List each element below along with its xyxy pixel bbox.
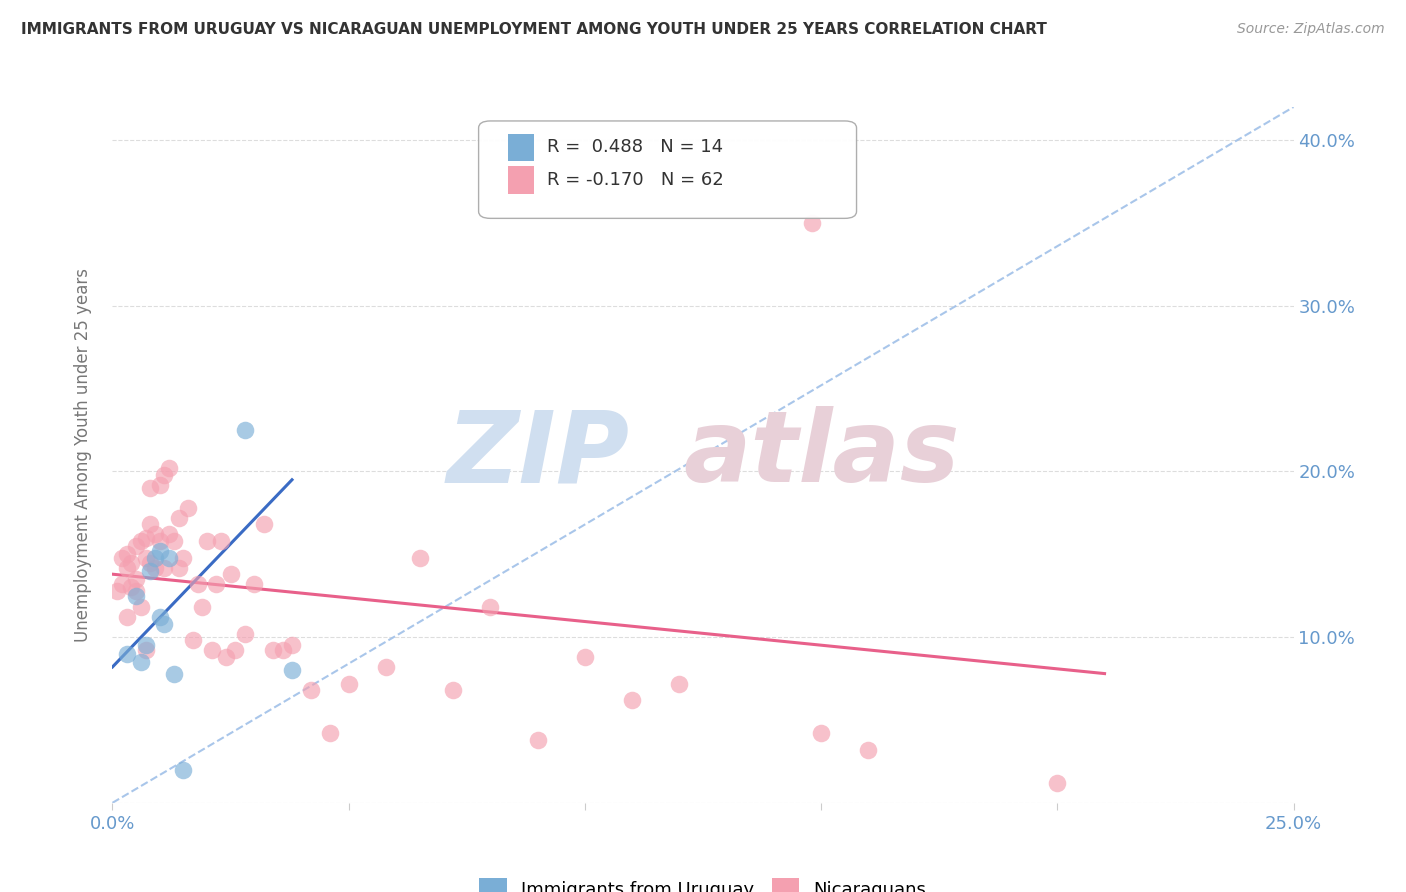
Point	[479, 600, 502, 615]
Point	[526, 732, 548, 747]
Point	[163, 666, 186, 681]
Legend: Immigrants from Uruguay, Nicaraguans: Immigrants from Uruguay, Nicaraguans	[472, 871, 934, 892]
Point	[253, 517, 276, 532]
Point	[135, 643, 157, 657]
Text: ZIP: ZIP	[446, 407, 628, 503]
Point	[125, 539, 148, 553]
Point	[219, 567, 242, 582]
Point	[153, 560, 176, 574]
Point	[281, 663, 304, 677]
Point	[111, 550, 134, 565]
Point	[224, 643, 246, 657]
Point	[243, 577, 266, 591]
Point	[129, 600, 152, 615]
Point	[810, 726, 832, 740]
Point	[186, 577, 208, 591]
Point	[120, 556, 142, 570]
Point	[233, 627, 256, 641]
Point	[177, 500, 200, 515]
FancyBboxPatch shape	[508, 134, 534, 161]
Point	[201, 643, 224, 657]
Text: R = -0.170   N = 62: R = -0.170 N = 62	[547, 171, 724, 189]
Point	[115, 610, 138, 624]
Point	[143, 550, 166, 565]
Point	[139, 556, 162, 570]
FancyBboxPatch shape	[478, 121, 856, 219]
Point	[167, 560, 190, 574]
Point	[319, 726, 342, 740]
Point	[149, 534, 172, 549]
Point	[621, 693, 644, 707]
Point	[157, 550, 180, 565]
Text: Source: ZipAtlas.com: Source: ZipAtlas.com	[1237, 22, 1385, 37]
Point	[135, 639, 157, 653]
Point	[153, 616, 176, 631]
Point	[139, 481, 162, 495]
FancyBboxPatch shape	[508, 167, 534, 194]
Point	[262, 643, 284, 657]
Point	[800, 216, 823, 230]
Point	[143, 527, 166, 541]
Point	[129, 655, 152, 669]
Point	[153, 467, 176, 482]
Point	[120, 581, 142, 595]
Point	[115, 560, 138, 574]
Point	[271, 643, 294, 657]
Point	[281, 639, 304, 653]
Point	[205, 577, 228, 591]
Point	[408, 550, 430, 565]
Point	[209, 534, 232, 549]
Point	[105, 583, 128, 598]
Point	[125, 572, 148, 586]
Text: R =  0.488   N = 14: R = 0.488 N = 14	[547, 138, 723, 156]
Point	[181, 633, 204, 648]
Point	[129, 534, 152, 549]
Point	[139, 564, 162, 578]
Point	[668, 676, 690, 690]
Point	[139, 517, 162, 532]
Text: atlas: atlas	[683, 407, 959, 503]
Point	[191, 600, 214, 615]
Y-axis label: Unemployment Among Youth under 25 years: Unemployment Among Youth under 25 years	[73, 268, 91, 642]
Point	[149, 544, 172, 558]
Point	[149, 477, 172, 491]
Point	[115, 647, 138, 661]
Point	[215, 650, 238, 665]
Point	[111, 577, 134, 591]
Point	[157, 461, 180, 475]
Point	[167, 511, 190, 525]
Point	[441, 683, 464, 698]
Point	[375, 660, 398, 674]
Point	[157, 527, 180, 541]
Point	[163, 534, 186, 549]
Point	[135, 531, 157, 545]
Point	[337, 676, 360, 690]
Point	[172, 550, 194, 565]
Point	[172, 763, 194, 777]
Text: IMMIGRANTS FROM URUGUAY VS NICARAGUAN UNEMPLOYMENT AMONG YOUTH UNDER 25 YEARS CO: IMMIGRANTS FROM URUGUAY VS NICARAGUAN UN…	[21, 22, 1047, 37]
Point	[149, 610, 172, 624]
Point	[233, 423, 256, 437]
Point	[574, 650, 596, 665]
Point	[858, 743, 880, 757]
Point	[143, 560, 166, 574]
Point	[195, 534, 218, 549]
Point	[115, 547, 138, 561]
Point	[125, 583, 148, 598]
Point	[135, 550, 157, 565]
Point	[125, 589, 148, 603]
Point	[299, 683, 322, 698]
Point	[1046, 776, 1069, 790]
